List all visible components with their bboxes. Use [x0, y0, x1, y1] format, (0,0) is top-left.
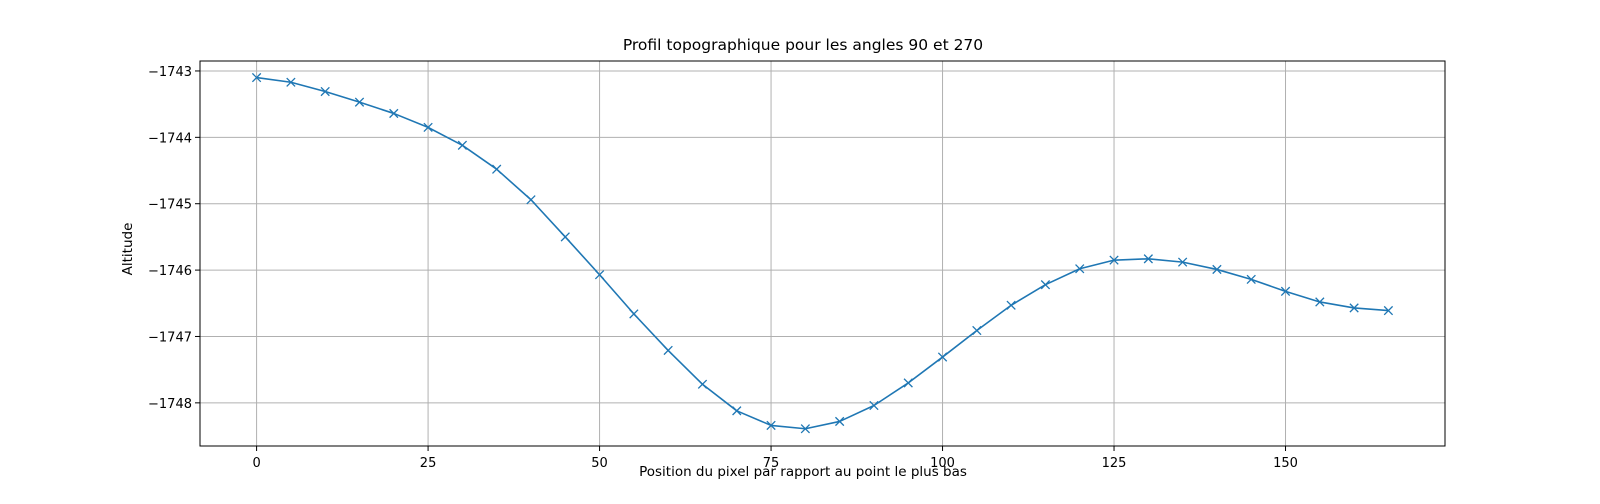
- x-tick-label: 50: [591, 456, 608, 471]
- data-point-marker: [697, 379, 708, 389]
- data-point-marker: [423, 122, 433, 133]
- x-axis-label: Position du pixel par rapport au point l…: [639, 464, 967, 480]
- plot-frame: [199, 60, 1446, 447]
- chart-title: Profil topographique pour les angles 90 …: [623, 36, 983, 54]
- data-point-marker: [286, 77, 296, 87]
- y-tick-labels: −1743 −1744 −1745 −1746 −1747 −1748: [148, 65, 192, 412]
- x-tick-label: 150: [1273, 456, 1298, 471]
- data-point-marker: [834, 416, 845, 427]
- data-point-marker: [732, 406, 742, 416]
- data-point-marker: [1109, 255, 1119, 265]
- y-tick-label: −1743: [148, 65, 192, 80]
- data-point-marker: [389, 108, 399, 119]
- grid-lines: [200, 61, 1445, 446]
- y-axis-label: Altitude: [120, 223, 136, 276]
- data-point-marker: [1212, 264, 1222, 275]
- x-tick-label: 125: [1102, 456, 1127, 471]
- data-point-marker: [800, 424, 811, 434]
- x-tick-label: 100: [930, 456, 955, 471]
- data-point-marker: [869, 400, 879, 411]
- data-point-marker: [1006, 300, 1016, 310]
- data-point-marker: [766, 420, 776, 431]
- data-point-marker: [560, 232, 570, 242]
- data-point-marker: [354, 97, 365, 107]
- data-point-marker: [1075, 264, 1085, 274]
- data-point-marker: [457, 140, 468, 150]
- y-tick-label: −1746: [148, 264, 192, 279]
- data-point-marker: [663, 345, 673, 356]
- y-tick-label: −1745: [148, 198, 192, 213]
- tick-marks: [195, 70, 1287, 451]
- data-point-marker: [594, 270, 605, 280]
- y-tick-label: −1747: [148, 330, 192, 345]
- data-point-marker: [1280, 286, 1291, 296]
- data-point-marker: [972, 325, 982, 336]
- x-tick-labels: 0 25 50 75 100 125 150: [252, 456, 1297, 471]
- x-tick-label: 75: [763, 456, 780, 471]
- data-point-marker: [1383, 305, 1394, 316]
- data-point-marker: [320, 86, 330, 97]
- data-point-marker: [629, 309, 639, 319]
- data-point-marker: [1349, 303, 1359, 313]
- data-point-marker: [526, 195, 536, 205]
- data-point-marker: [1177, 257, 1188, 267]
- data-point-marker: [251, 72, 262, 83]
- data-point-marker: [1040, 280, 1051, 290]
- x-tick-label: 0: [252, 456, 260, 471]
- data-point-marker: [1246, 274, 1256, 285]
- x-tick-label: 25: [420, 456, 437, 471]
- data-point-marker: [1315, 297, 1325, 307]
- data-point-marker: [1143, 254, 1153, 264]
- data-point-marker: [903, 378, 913, 388]
- y-tick-label: −1744: [148, 131, 192, 146]
- y-tick-label: −1748: [148, 397, 192, 412]
- series-layer: [251, 72, 1394, 434]
- data-point-marker: [937, 352, 948, 362]
- data-point-marker: [492, 164, 502, 174]
- series-line: [256, 76, 1389, 430]
